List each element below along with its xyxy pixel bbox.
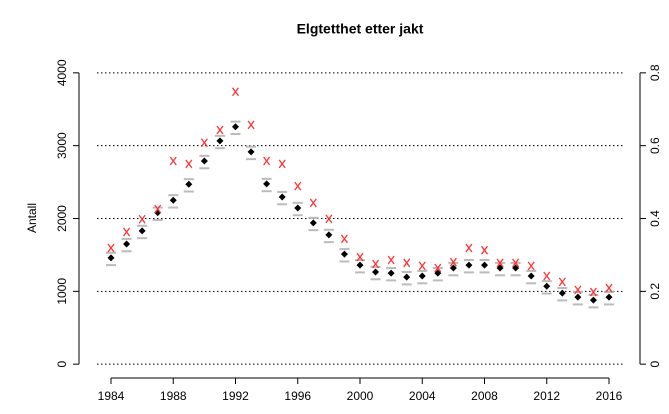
x-tick-label: 2000 <box>347 389 374 403</box>
x-point <box>200 138 208 148</box>
estimate-point <box>232 123 240 131</box>
x-tick-label: 2012 <box>533 389 560 403</box>
estimate-point <box>309 219 317 227</box>
x-point <box>558 277 566 287</box>
x-point <box>372 259 380 269</box>
x-point <box>123 227 131 237</box>
y2-tick-label: 0.6 <box>648 137 662 154</box>
x-point <box>263 156 271 166</box>
estimate-point <box>200 157 208 165</box>
x-point <box>480 245 489 255</box>
x-point <box>154 204 162 214</box>
estimate-point <box>123 240 131 248</box>
x-point <box>449 257 457 267</box>
estimate-point <box>605 293 613 301</box>
estimate-point <box>325 231 333 239</box>
estimate-point <box>372 268 380 276</box>
y-tick-label: 0 <box>55 361 69 368</box>
x-point <box>247 120 255 130</box>
x-point <box>294 181 302 191</box>
x-tick-label: 1996 <box>284 389 311 403</box>
y2-tick-label: 0.2 <box>648 283 662 300</box>
estimate-point <box>558 289 566 297</box>
y-tick-label: 3000 <box>55 132 69 159</box>
x-point <box>169 156 177 166</box>
x-tick-label: 1992 <box>222 389 249 403</box>
x-point <box>465 243 473 253</box>
estimate-point <box>527 272 535 280</box>
x-point <box>434 263 442 273</box>
estimate-point <box>543 282 551 290</box>
estimate-point <box>480 261 488 269</box>
x-point <box>574 285 582 295</box>
estimate-point <box>449 264 457 272</box>
estimate-point <box>169 196 177 204</box>
x-point <box>589 287 597 297</box>
estimate-point <box>465 261 473 269</box>
y-tick-label: 4000 <box>55 59 69 86</box>
y2-tick-label: 0.4 <box>648 210 662 227</box>
y2-tick-label: 0.8 <box>648 64 662 81</box>
estimate-point <box>138 227 146 235</box>
x-point <box>325 214 333 224</box>
estimate-point <box>247 148 255 156</box>
x-tick-label: 2004 <box>409 389 436 403</box>
y2-tick-label: 0 <box>648 361 662 368</box>
x-point <box>107 243 115 253</box>
x-point <box>340 234 348 244</box>
x-point <box>543 271 551 281</box>
estimate-point <box>403 273 411 281</box>
estimate-point <box>294 204 302 212</box>
chart-title: Elgtetthet etter jakt <box>297 21 424 37</box>
estimate-point <box>107 254 115 262</box>
estimate-point <box>263 180 271 188</box>
x-point <box>185 159 193 169</box>
x-point <box>496 258 504 268</box>
x-point <box>403 258 411 268</box>
estimate-point <box>589 296 597 304</box>
estimate-point <box>340 250 348 258</box>
x-point <box>605 283 613 293</box>
estimate-point <box>278 193 286 201</box>
x-point <box>138 214 146 224</box>
x-tick-label: 1988 <box>160 389 187 403</box>
estimate-point <box>574 293 582 301</box>
x-point <box>278 159 286 169</box>
x-point <box>216 125 224 135</box>
estimate-point <box>387 269 395 277</box>
x-point <box>387 255 395 265</box>
x-point <box>527 261 535 271</box>
y-tick-label: 2000 <box>55 205 69 232</box>
estimate-point <box>356 261 364 269</box>
x-tick-label: 2008 <box>471 389 498 403</box>
x-point <box>309 198 317 208</box>
x-point <box>356 252 364 262</box>
estimate-point <box>185 180 193 188</box>
estimate-point <box>418 272 426 280</box>
y-tick-label: 1000 <box>55 278 69 305</box>
x-tick-label: 2016 <box>596 389 623 403</box>
y-axis-label: Antall <box>25 203 39 233</box>
x-tick-label: 1984 <box>98 389 125 403</box>
x-point <box>418 261 426 271</box>
x-point <box>512 258 520 268</box>
x-point <box>231 87 240 97</box>
estimate-point <box>216 137 224 145</box>
